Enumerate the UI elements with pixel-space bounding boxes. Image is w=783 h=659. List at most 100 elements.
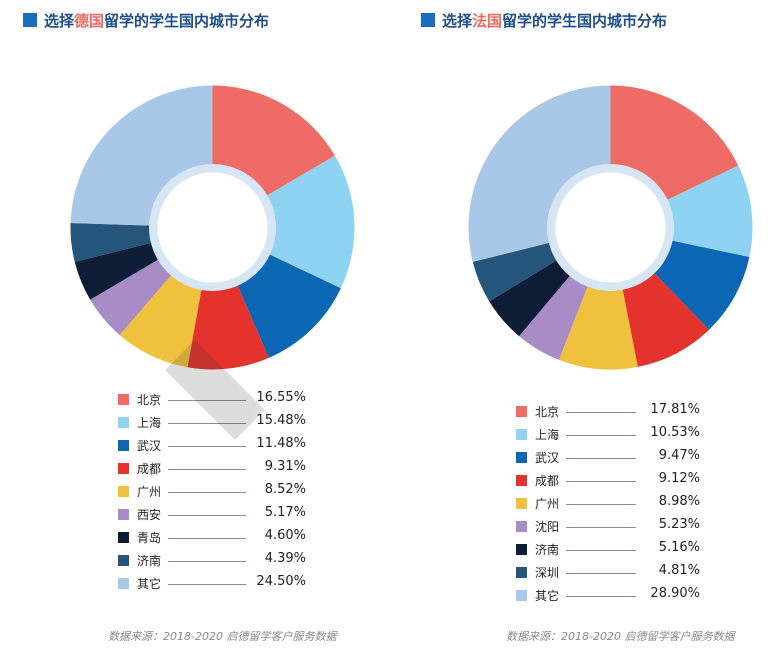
- legend-swatch: [118, 463, 129, 474]
- legend-item: 武汉 9.47%: [516, 446, 700, 469]
- legend-swatch: [516, 544, 527, 555]
- title-highlight: 德国: [74, 11, 105, 30]
- data-source: 数据来源：2018-2020 启德留学客户服务数据: [506, 630, 735, 643]
- legend-swatch: [118, 486, 129, 497]
- legend-item: 其它 24.50%: [118, 572, 306, 595]
- legend-item: 西安 5.17%: [118, 503, 306, 526]
- legend-leader-line: [168, 423, 246, 424]
- legend-item: 广州 8.98%: [516, 492, 700, 515]
- legend-percent-label: 8.98%: [658, 494, 700, 509]
- donut-chart: [468, 85, 753, 370]
- legend-percent-label: 5.23%: [658, 517, 700, 532]
- donut-slice: [187, 277, 269, 370]
- legend-leader-line: [168, 584, 246, 585]
- legend-percent-label: 17.81%: [650, 402, 700, 417]
- legend-item: 成都 9.12%: [516, 469, 700, 492]
- chart-legend: 北京 17.81% 上海 10.53% 武汉 9.47% 成都 9.12% 广州 8.98% 沈阳 5…: [516, 400, 700, 607]
- legend-city-label: 上海: [535, 428, 560, 442]
- legend-leader-line: [168, 538, 246, 539]
- legend-leader-line: [168, 446, 246, 447]
- legend-item: 济南 4.39%: [118, 549, 306, 572]
- title-suffix: 留学的学生国内城市分布: [104, 11, 270, 30]
- donut-slice: [472, 240, 564, 302]
- legend-percent-label: 4.39%: [264, 551, 306, 566]
- title-suffix: 留学的学生国内城市分布: [502, 11, 668, 30]
- chart-panel-germany: 选择 德国 留学的学生国内城市分布 北京 16.55% 上海 15.48% 武汉 11.48%…: [0, 0, 390, 659]
- legend-percent-label: 11.48%: [256, 436, 306, 451]
- legend-city-label: 北京: [137, 393, 162, 407]
- title-square-icon: [421, 13, 435, 27]
- legend-city-label: 武汉: [137, 439, 162, 453]
- legend-leader-line: [566, 412, 636, 413]
- title-highlight: 法国: [472, 11, 503, 30]
- legend-leader-line: [168, 469, 246, 470]
- donut-slice: [74, 240, 166, 300]
- legend-city-label: 青岛: [137, 531, 162, 545]
- donut-inner-ring: [547, 164, 674, 291]
- legend-swatch: [516, 567, 527, 578]
- legend-swatch: [118, 509, 129, 520]
- donut-slice: [70, 223, 160, 262]
- legend-percent-label: 4.81%: [658, 563, 700, 578]
- legend-city-label: 广州: [535, 497, 560, 511]
- donut-slice: [489, 256, 576, 337]
- donut-slice: [648, 238, 750, 330]
- legend-city-label: 成都: [535, 474, 560, 488]
- chart-legend: 北京 16.55% 上海 15.48% 武汉 11.48% 成都 9.31% 广州 8.52% 西安…: [118, 388, 306, 595]
- donut-hole: [555, 172, 666, 283]
- donut-slice: [234, 251, 341, 358]
- donut-hole: [157, 172, 268, 283]
- title-square-icon: [23, 13, 37, 27]
- legend-leader-line: [566, 504, 636, 505]
- legend-city-label: 沈阳: [535, 520, 560, 534]
- legend-item: 济南 5.16%: [516, 538, 700, 561]
- legend-city-label: 济南: [535, 543, 560, 557]
- legend-leader-line: [168, 492, 246, 493]
- legend-swatch: [516, 521, 527, 532]
- legend-item: 其它 28.90%: [516, 584, 700, 607]
- legend-city-label: 北京: [535, 405, 560, 419]
- legend-percent-label: 9.47%: [658, 448, 700, 463]
- donut-slice: [119, 269, 203, 368]
- legend-leader-line: [168, 561, 246, 562]
- donut-slice: [621, 267, 709, 367]
- legend-percent-label: 10.53%: [650, 425, 700, 440]
- legend-swatch: [516, 475, 527, 486]
- donut-slice: [70, 85, 213, 226]
- legend-percent-label: 4.60%: [264, 528, 306, 543]
- legend-swatch: [516, 452, 527, 463]
- legend-swatch: [516, 429, 527, 440]
- legend-leader-line: [566, 596, 636, 597]
- legend-swatch: [118, 440, 129, 451]
- legend-item: 沈阳 5.23%: [516, 515, 700, 538]
- legend-city-label: 上海: [137, 416, 162, 430]
- legend-leader-line: [566, 527, 636, 528]
- legend-percent-label: 9.12%: [658, 471, 700, 486]
- legend-swatch: [118, 532, 129, 543]
- legend-percent-label: 8.52%: [264, 482, 306, 497]
- legend-item: 上海 15.48%: [118, 411, 306, 434]
- legend-leader-line: [168, 400, 246, 401]
- legend-leader-line: [566, 550, 636, 551]
- donut-slice: [659, 165, 753, 258]
- legend-city-label: 深圳: [535, 566, 560, 580]
- legend-swatch: [516, 406, 527, 417]
- legend-item: 成都 9.31%: [118, 457, 306, 480]
- title-prefix: 选择: [44, 11, 75, 30]
- legend-city-label: 其它: [137, 577, 162, 591]
- legend-swatch: [118, 394, 129, 405]
- legend-swatch: [118, 578, 129, 589]
- legend-city-label: 西安: [137, 508, 162, 522]
- legend-percent-label: 24.50%: [256, 574, 306, 589]
- legend-swatch: [516, 498, 527, 509]
- legend-item: 青岛 4.60%: [118, 526, 306, 549]
- legend-leader-line: [566, 573, 636, 574]
- donut-slice: [468, 85, 611, 262]
- legend-percent-label: 16.55%: [256, 390, 306, 405]
- legend-item: 武汉 11.48%: [118, 434, 306, 457]
- legend-leader-line: [566, 458, 636, 459]
- legend-leader-line: [168, 515, 246, 516]
- title-prefix: 选择: [442, 11, 473, 30]
- legend-item: 上海 10.53%: [516, 423, 700, 446]
- legend-city-label: 成都: [137, 462, 162, 476]
